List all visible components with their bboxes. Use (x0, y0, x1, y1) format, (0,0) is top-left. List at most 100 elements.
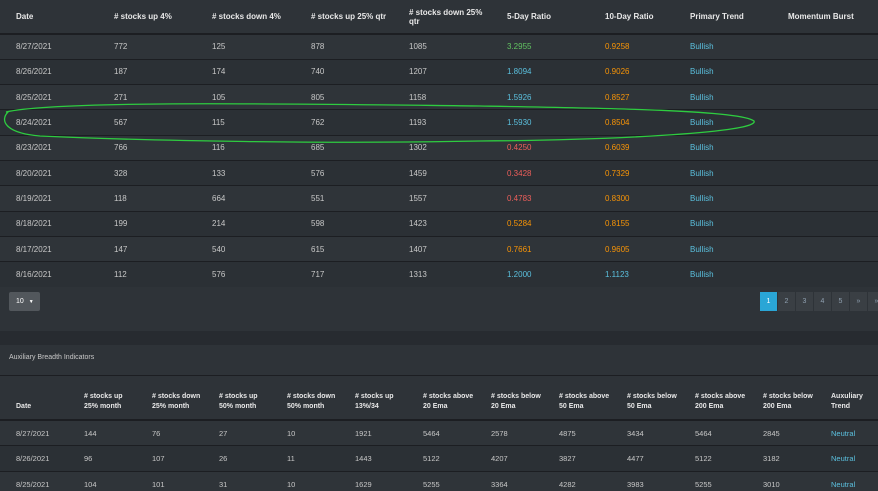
page-size-dropdown[interactable]: 10 ▼ (9, 292, 40, 311)
cell-r5: 3.2955 (491, 33, 589, 60)
aux-cell: 8/26/2021 (0, 445, 68, 471)
aux-cell: 8/25/2021 (0, 470, 68, 491)
column-header[interactable]: Date (0, 0, 98, 35)
cell-down4: 576 (196, 261, 295, 287)
page-link[interactable]: 4 (814, 292, 831, 311)
cell-r5: 0.5284 (491, 210, 589, 237)
cell-up25: 740 (295, 58, 393, 85)
cell-burst (772, 58, 878, 85)
column-header[interactable]: Momentum Burst (772, 0, 878, 35)
cell-down25: 1557 (393, 185, 491, 212)
cell-r10: 0.9258 (589, 33, 674, 60)
cell-down25: 1459 (393, 159, 491, 186)
aux-cell: 5464 (679, 419, 747, 446)
page-link[interactable]: » (850, 292, 867, 311)
cell-burst (772, 159, 878, 186)
aux-cell: 96 (68, 445, 136, 471)
cell-date: 8/27/2021 (0, 33, 98, 60)
cell-down4: 116 (196, 134, 295, 161)
aux-cell: 1629 (339, 470, 407, 491)
aux-column-header[interactable]: # stocks below 20 Ema (475, 376, 543, 421)
cell-up4: 567 (98, 109, 196, 136)
aux-cell: 1443 (339, 445, 407, 471)
cell-r5: 0.4783 (491, 185, 589, 212)
aux-column-header[interactable]: # stocks down 50% month (271, 376, 339, 421)
cell-up25: 805 (295, 84, 393, 110)
cell-down4: 133 (196, 159, 295, 186)
aux-column-header[interactable]: # stocks above 20 Ema (407, 376, 475, 421)
cell-trend: Bullish (674, 84, 772, 110)
column-header[interactable]: # stocks up 25% qtr (295, 0, 393, 35)
aux-cell: 1921 (339, 419, 407, 446)
aux-section-title: Auxiliary Breadth Indicators (9, 354, 95, 361)
cell-burst (772, 109, 878, 136)
aux-column-header[interactable]: # stocks below 200 Ema (747, 376, 815, 421)
table-row: 8/20/2021 328 133 576 1459 0.3428 0.7329 Bullis… (0, 159, 878, 186)
cell-date: 8/24/2021 (0, 109, 98, 136)
aux-column-header[interactable]: # stocks above 50 Ema (543, 376, 611, 421)
cell-burst (772, 261, 878, 287)
main-panel: Date # stocks up 4% # stocks down 4% # stoc… (0, 0, 878, 287)
cell-up25: 762 (295, 109, 393, 136)
aux-cell: 10 (271, 470, 339, 491)
cell-up4: 772 (98, 33, 196, 60)
aux-cell: 26 (203, 445, 271, 471)
aux-column-header[interactable]: # stocks below 50 Ema (611, 376, 679, 421)
table-row: 8/27/2021 772 125 878 1085 3.2955 0.9258 Bullis… (0, 33, 878, 60)
cell-burst (772, 185, 878, 212)
cell-down4: 174 (196, 58, 295, 85)
aux-cell: 104 (68, 470, 136, 491)
cell-down25: 1302 (393, 134, 491, 161)
aux-cell: 5122 (679, 445, 747, 471)
section-divider (0, 331, 878, 345)
cell-up4: 147 (98, 235, 196, 262)
aux-column-header[interactable]: Date (0, 376, 68, 421)
page-link[interactable]: 5 (832, 292, 849, 311)
cell-down25: 1158 (393, 84, 491, 110)
aux-cell: 4282 (543, 470, 611, 491)
column-header[interactable]: 10-Day Ratio (589, 0, 674, 35)
cell-r10: 0.9026 (589, 58, 674, 85)
aux-cell: 144 (68, 419, 136, 446)
cell-down4: 125 (196, 33, 295, 60)
aux-column-header[interactable]: # stocks up 25% month (68, 376, 136, 421)
cell-down25: 1207 (393, 58, 491, 85)
cell-r5: 0.4250 (491, 134, 589, 161)
page-link[interactable]: 1 (760, 292, 777, 311)
page-link[interactable]: 3 (796, 292, 813, 311)
cell-down4: 214 (196, 210, 295, 237)
cell-r10: 0.7329 (589, 159, 674, 186)
cell-date: 8/17/2021 (0, 235, 98, 262)
aux-column-header[interactable]: # stocks up 13%/34 (339, 376, 407, 421)
page-link[interactable]: 2 (778, 292, 795, 311)
aux-cell: 3983 (611, 470, 679, 491)
cell-date: 8/19/2021 (0, 185, 98, 212)
aux-column-header[interactable]: # stocks up 50% month (203, 376, 271, 421)
aux-column-header[interactable]: # stocks above 200 Ema (679, 376, 747, 421)
cell-date: 8/18/2021 (0, 210, 98, 237)
aux-cell: 3364 (475, 470, 543, 491)
cell-up25: 878 (295, 33, 393, 60)
cell-r5: 1.5926 (491, 84, 589, 110)
cell-trend: Bullish (674, 261, 772, 287)
column-header[interactable]: # stocks down 4% (196, 0, 295, 35)
cell-down4: 105 (196, 84, 295, 110)
cell-trend: Bullish (674, 159, 772, 186)
cell-burst (772, 210, 878, 237)
aux-cell: Neutral (815, 470, 878, 491)
aux-column-header[interactable]: Auxuliary Trend (815, 376, 878, 421)
cell-up25: 685 (295, 134, 393, 161)
page-link[interactable]: » (868, 292, 878, 311)
cell-date: 8/25/2021 (0, 84, 98, 110)
column-header[interactable]: 5-Day Ratio (491, 0, 589, 35)
cell-r5: 0.3428 (491, 159, 589, 186)
aux-column-header[interactable]: # stocks down 25% month (136, 376, 203, 421)
cell-date: 8/23/2021 (0, 134, 98, 161)
aux-cell: 76 (136, 419, 203, 446)
cell-r10: 0.8527 (589, 84, 674, 110)
column-header[interactable]: Primary Trend (674, 0, 772, 35)
column-header[interactable]: # stocks down 25% qtr (393, 0, 491, 35)
table-header: Date # stocks up 4% # stocks down 4% # stoc… (0, 0, 878, 35)
aux-cell: 3010 (747, 470, 815, 491)
column-header[interactable]: # stocks up 4% (98, 0, 196, 35)
